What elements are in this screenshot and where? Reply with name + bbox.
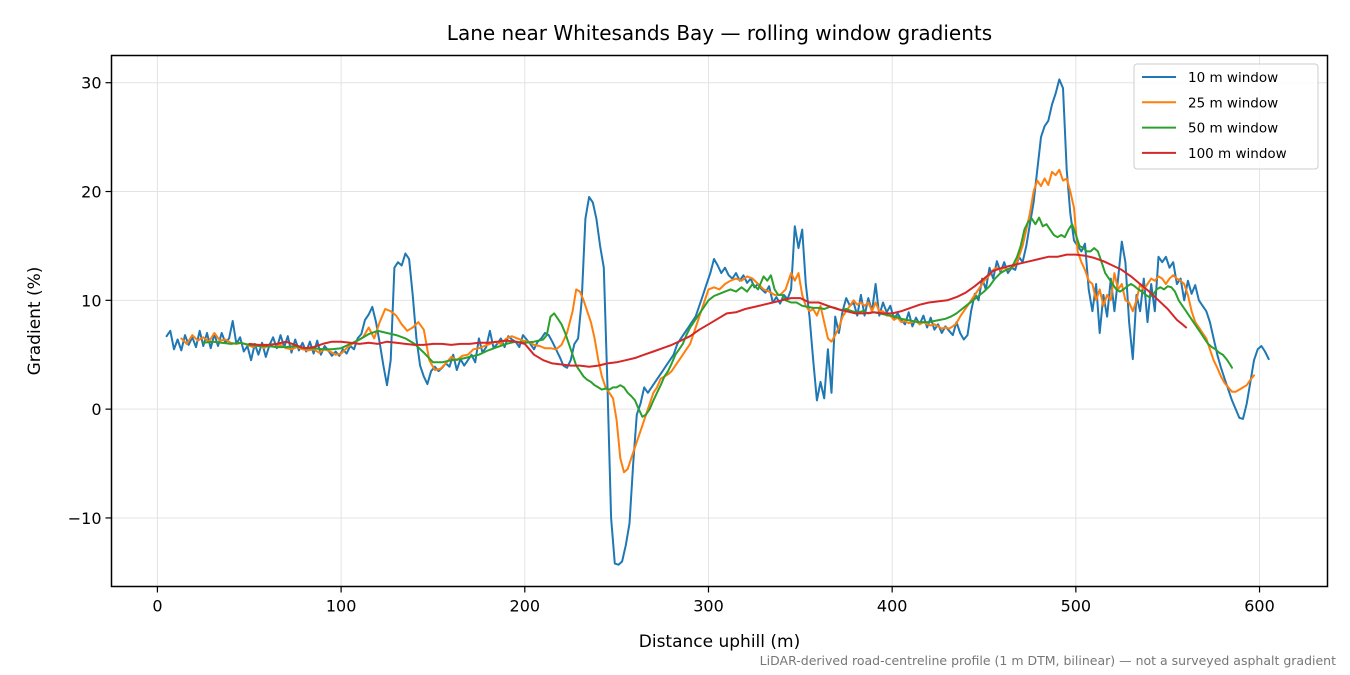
- x-tick-label: 600: [1244, 597, 1275, 616]
- x-axis-label: Distance uphill (m): [639, 632, 800, 652]
- x-tick-label: 0: [152, 597, 162, 616]
- axis-ticks: 0 100 200 300 400 500 600 −10 0 10 20 30: [68, 74, 1275, 616]
- x-tick-label: 100: [326, 597, 357, 616]
- legend-label-1: 25 m window: [1188, 95, 1278, 111]
- legend: 10 m window 25 m window 50 m window 100 m w…: [1133, 63, 1319, 170]
- x-tick-label: 500: [1061, 597, 1092, 616]
- y-tick-label: −10: [68, 509, 102, 528]
- x-tick-label: 200: [510, 597, 541, 616]
- x-tick-label: 300: [693, 597, 724, 616]
- series-line-1: [180, 168, 1255, 474]
- legend-label-3: 100 m window: [1188, 146, 1287, 162]
- footnote: LiDAR-derived road-centreline profile (1…: [760, 653, 1336, 668]
- y-axis-label: Gradient (%): [25, 267, 45, 376]
- y-tick-label: 30: [81, 74, 101, 93]
- legend-label-2: 50 m window: [1188, 121, 1278, 137]
- chart-title: Lane near Whitesands Bay — rolling windo…: [447, 21, 992, 45]
- plot-lines: [165, 78, 1270, 566]
- series-line-3: [248, 253, 1188, 368]
- y-tick-label: 0: [91, 400, 101, 419]
- x-tick-label: 400: [877, 597, 908, 616]
- y-tick-label: 20: [81, 183, 101, 202]
- plot-frame: [110, 54, 1329, 588]
- legend-label-0: 10 m window: [1188, 70, 1278, 86]
- y-tick-label: 10: [81, 291, 101, 310]
- legend-box: [1133, 63, 1319, 170]
- series-line-2: [202, 216, 1233, 418]
